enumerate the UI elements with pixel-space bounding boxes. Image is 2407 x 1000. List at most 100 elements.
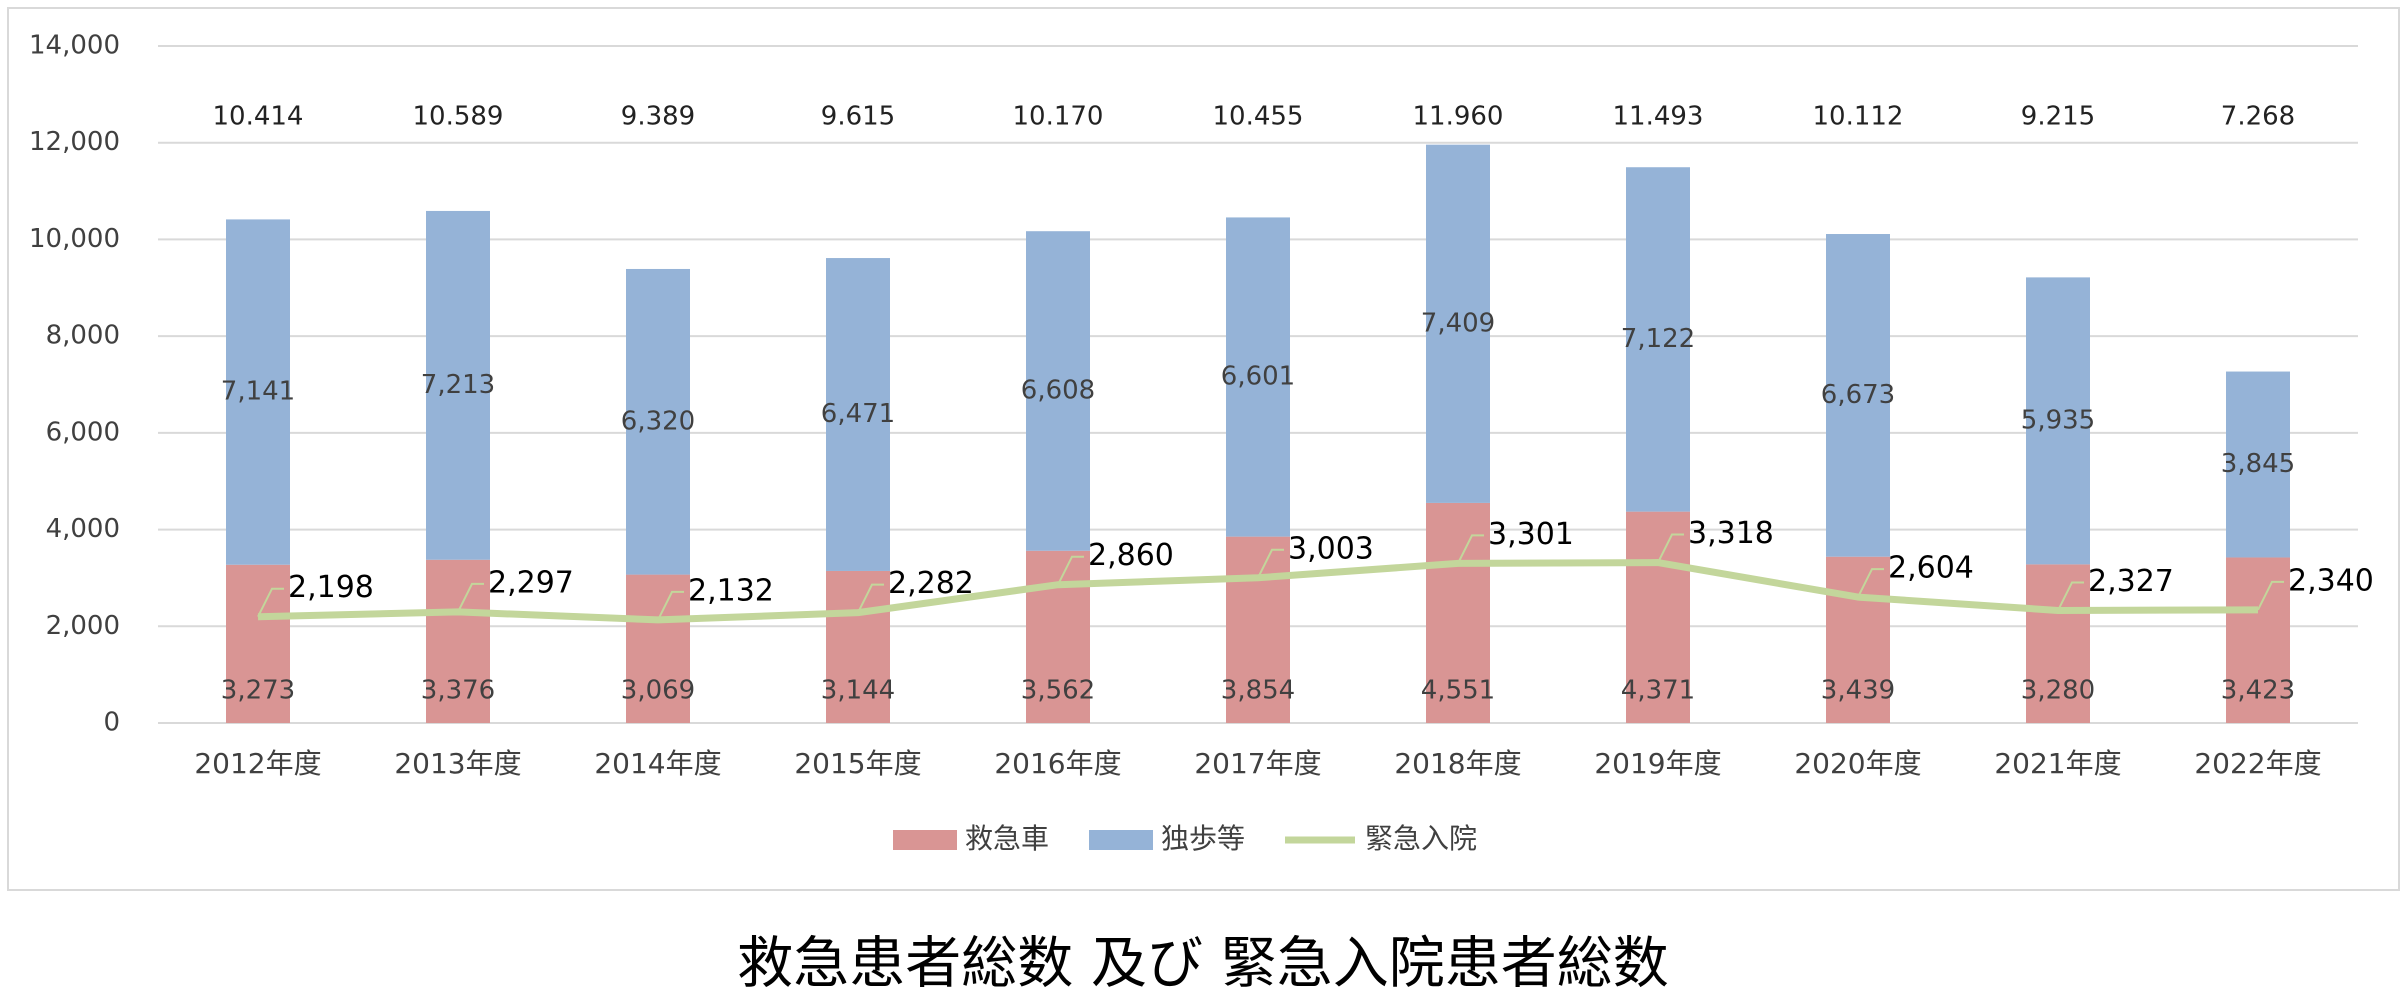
data-label: 3,562	[1021, 676, 1095, 706]
legend-label: 緊急入院	[1365, 822, 1477, 855]
data-label: 2,604	[1888, 551, 1974, 586]
bar-segment	[1426, 502, 1490, 723]
bar-segment	[826, 570, 890, 723]
bar-segment	[1026, 231, 1090, 551]
bar-segment	[426, 210, 490, 560]
legend-label: 救急車	[965, 822, 1049, 855]
x-tick-label: 2021年度	[1994, 747, 2121, 780]
leader-line	[1457, 534, 1484, 564]
bar-segment	[1226, 217, 1290, 537]
leader-line	[2057, 581, 2084, 611]
data-label: 3,301	[1488, 517, 1574, 552]
bar-segment	[226, 564, 290, 723]
leader-line	[657, 590, 684, 621]
x-tick-label: 2018年度	[1394, 747, 1521, 780]
data-label: 3,280	[2021, 676, 2095, 706]
data-label: 2,860	[1088, 538, 1174, 573]
x-tick-label: 2012年度	[194, 747, 321, 780]
bar-segment	[826, 258, 890, 571]
bar-segment	[1026, 550, 1090, 723]
x-tick-label: 2013年度	[394, 747, 521, 780]
bar-segment	[2226, 557, 2290, 723]
x-tick-label: 2014年度	[594, 747, 721, 780]
total-label: 9.615	[821, 102, 895, 132]
y-tick-label: 14,000	[29, 31, 120, 61]
bar-segment	[1826, 556, 1890, 723]
leader-line	[257, 587, 284, 618]
bar-segment	[2226, 371, 2290, 558]
x-tick-label: 2020年度	[1794, 747, 1921, 780]
bar-segment	[1826, 234, 1890, 557]
bar-segment	[1626, 167, 1690, 512]
total-label: 10.170	[1013, 102, 1104, 132]
data-label: 2,340	[2288, 563, 2374, 598]
data-label: 7,213	[421, 370, 495, 400]
total-label: 10.414	[213, 102, 304, 132]
data-label: 3,144	[821, 676, 895, 706]
y-tick-label: 4,000	[46, 514, 120, 544]
y-tick-label: 8,000	[46, 321, 120, 351]
data-label: 7,122	[1621, 324, 1695, 354]
data-label: 2,327	[2088, 564, 2174, 599]
total-label: 10.455	[1213, 102, 1304, 132]
data-label: 3,423	[2221, 676, 2295, 706]
leader-line	[1257, 548, 1284, 579]
total-label: 9.215	[2021, 102, 2095, 132]
data-label: 6,471	[821, 399, 895, 429]
x-tick-label: 2019年度	[1594, 747, 1721, 780]
x-tick-label: 2015年度	[794, 747, 921, 780]
data-label: 3,318	[1688, 516, 1774, 551]
bar-segment	[1426, 144, 1490, 503]
data-label: 2,297	[488, 565, 574, 600]
y-tick-label: 10,000	[29, 224, 120, 254]
bar-segment	[226, 219, 290, 565]
data-label: 6,601	[1221, 362, 1295, 392]
leader-line	[2257, 580, 2284, 611]
bar-segment	[1226, 536, 1290, 723]
data-label: 3,003	[1288, 531, 1374, 566]
leader-line	[457, 582, 484, 613]
data-label: 6,608	[1021, 375, 1095, 405]
data-label: 6,673	[1821, 380, 1895, 410]
y-tick-label: 6,000	[46, 417, 120, 447]
x-tick-label: 2022年度	[2194, 747, 2321, 780]
leader-line	[1657, 533, 1684, 563]
legend-swatch	[893, 830, 957, 850]
total-label: 11.960	[1413, 102, 1504, 132]
data-label: 4,551	[1421, 676, 1495, 706]
y-tick-label: 0	[103, 708, 120, 738]
data-label: 3,273	[221, 676, 295, 706]
bar-segment	[626, 574, 690, 723]
total-label: 9.389	[621, 102, 695, 132]
y-tick-label: 2,000	[46, 611, 120, 641]
data-label: 3,439	[1821, 676, 1895, 706]
bar-segment	[2026, 564, 2090, 723]
total-label: 7.268	[2221, 102, 2295, 132]
data-label: 7,141	[221, 377, 295, 407]
total-label: 11.493	[1613, 102, 1704, 132]
chart-frame	[7, 7, 2400, 891]
bar-segment	[1626, 511, 1690, 723]
bar-segment	[626, 268, 690, 575]
data-label: 3,845	[2221, 449, 2295, 479]
data-label: 7,409	[1421, 308, 1495, 338]
data-label: 2,282	[888, 566, 974, 601]
data-label: 2,132	[688, 573, 774, 608]
data-label: 3,854	[1221, 676, 1295, 706]
bar-segment	[2026, 277, 2090, 565]
x-tick-label: 2017年度	[1194, 747, 1321, 780]
total-label: 10.589	[413, 102, 504, 132]
data-label: 6,320	[621, 406, 695, 436]
legend-label: 独歩等	[1161, 822, 1245, 855]
data-label: 3,376	[421, 676, 495, 706]
data-label: 3,069	[621, 676, 695, 706]
chart-title: 救急患者総数 及び 緊急入院患者総数	[737, 932, 1669, 997]
leader-line	[1057, 555, 1084, 586]
total-label: 10.112	[1813, 102, 1904, 132]
leader-line	[857, 583, 884, 614]
bar-segment	[426, 559, 490, 723]
x-tick-label: 2016年度	[994, 747, 1121, 780]
y-tick-label: 12,000	[29, 127, 120, 157]
data-label: 4,371	[1621, 676, 1695, 706]
